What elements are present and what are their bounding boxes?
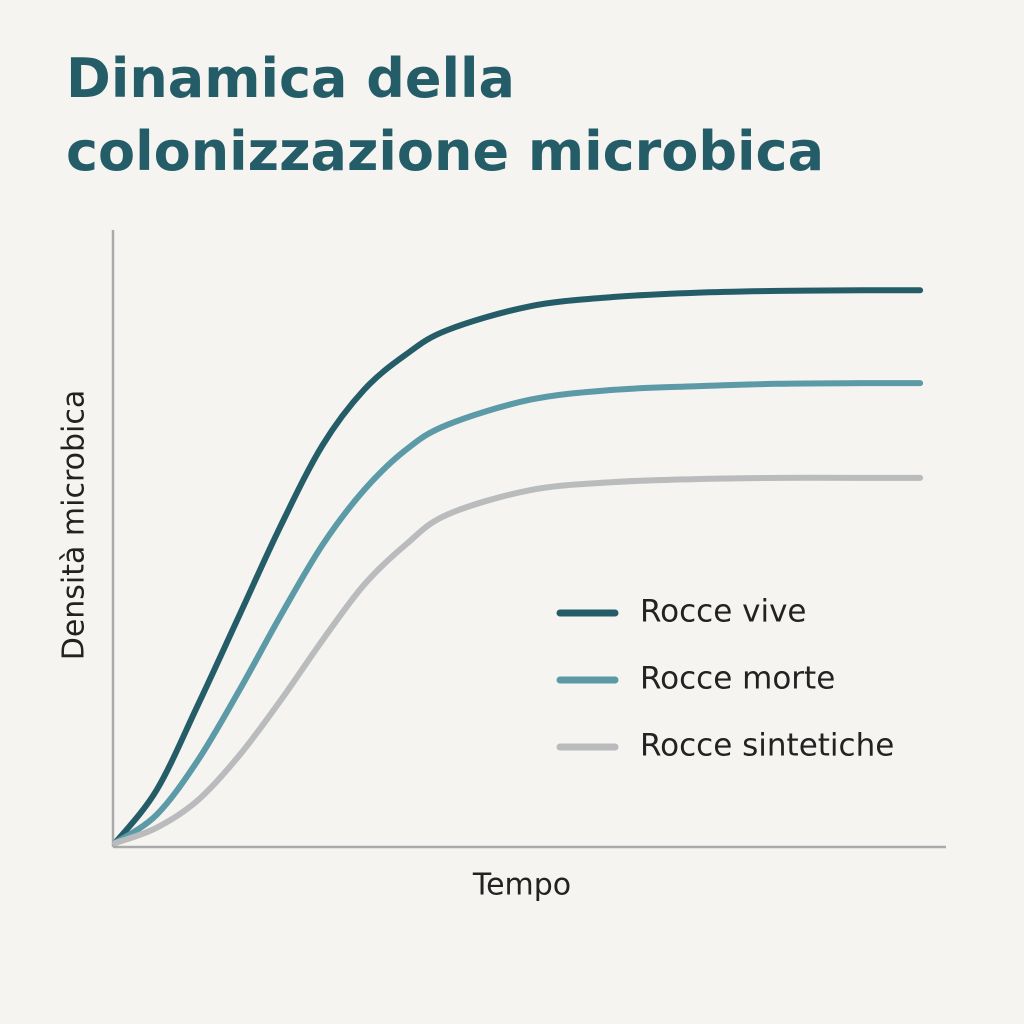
legend-label: Rocce morte bbox=[640, 661, 835, 697]
legend-label: Rocce vive bbox=[640, 594, 807, 630]
data-line bbox=[112, 287, 924, 847]
legend-label: Rocce sintetiche bbox=[640, 728, 894, 764]
chart-title: Dinamica della bbox=[66, 47, 515, 110]
y-axis-label: Densità microbica bbox=[57, 390, 92, 661]
data-line bbox=[112, 380, 924, 847]
data-line bbox=[112, 474, 924, 847]
x-axis-label: Tempo bbox=[472, 868, 571, 903]
chart-title: colonizzazione microbica bbox=[66, 120, 824, 183]
